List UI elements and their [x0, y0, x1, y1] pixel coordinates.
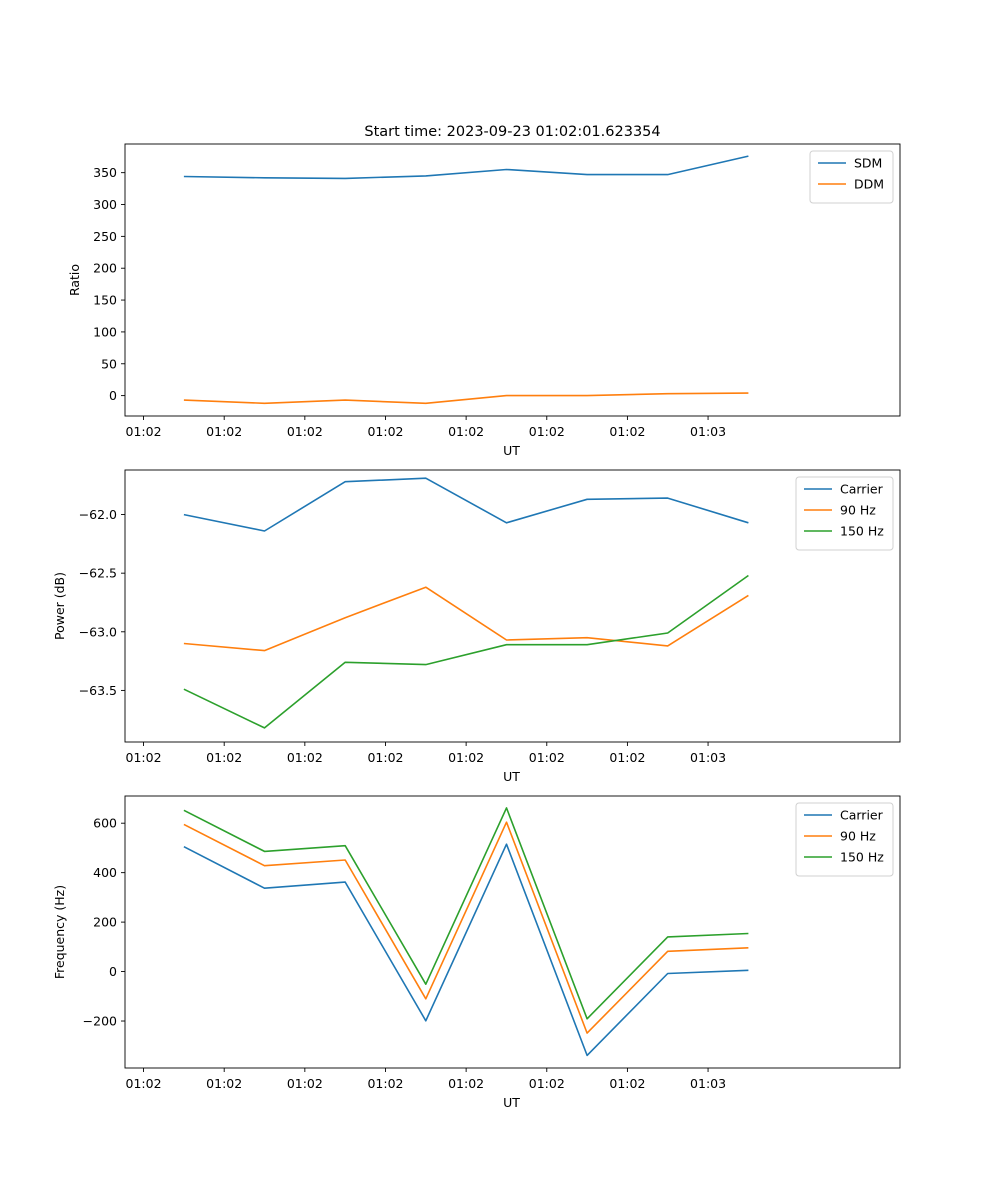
series-line-90-hz — [183, 821, 749, 1034]
x-tick-label: 01:02 — [367, 750, 403, 765]
x-tick-label: 01:03 — [690, 750, 726, 765]
legend-label: 150 Hz — [840, 524, 884, 539]
y-axis-label: Power (dB) — [52, 572, 67, 640]
y-tick-label: 400 — [93, 865, 117, 880]
y-tick-label: 50 — [101, 356, 117, 371]
x-tick-label: 01:02 — [206, 1076, 242, 1091]
x-tick-label: 01:02 — [609, 424, 645, 439]
x-axis-label: UT — [503, 1095, 520, 1110]
x-tick-label: 01:02 — [367, 1076, 403, 1091]
x-tick-label: 01:02 — [206, 750, 242, 765]
figure-title: Start time: 2023-09-23 01:02:01.623354 — [364, 124, 660, 140]
legend-label: Carrier — [840, 808, 884, 823]
y-tick-label: −63.5 — [79, 683, 117, 698]
series-line-150-hz — [183, 574, 749, 729]
series-line-carrier — [183, 477, 749, 532]
series-line-150-hz — [183, 807, 749, 1020]
x-tick-label: 01:02 — [448, 424, 484, 439]
chart-1: 01:02 01:02 01:02 01:02 01:02 01:02 01:02 01:03… — [67, 143, 901, 458]
y-tick-label: 250 — [93, 229, 117, 244]
series-line-carrier — [183, 843, 749, 1057]
legend-label: DDM — [854, 177, 884, 192]
y-tick-label: 150 — [93, 293, 117, 308]
series-line-90-hz — [183, 586, 749, 652]
axes-frame — [124, 143, 901, 417]
y-tick-label: 100 — [93, 324, 117, 339]
x-axis-label: UT — [503, 769, 520, 784]
y-tick-label: 600 — [93, 816, 117, 831]
y-tick-label: −200 — [83, 1014, 117, 1029]
x-tick-label: 01:02 — [126, 424, 162, 439]
x-tick-label: 01:02 — [367, 424, 403, 439]
legend-label: Carrier — [840, 482, 884, 497]
x-axis-label: UT — [503, 443, 520, 458]
x-tick-label: 01:02 — [529, 750, 565, 765]
y-tick-label: −63.0 — [79, 624, 117, 639]
y-tick-label: 350 — [93, 165, 117, 180]
x-tick-label: 01:03 — [690, 1076, 726, 1091]
x-tick-label: 01:02 — [529, 1076, 565, 1091]
y-axis-label: Frequency (Hz) — [52, 885, 67, 979]
x-tick-label: 01:02 — [287, 750, 323, 765]
chart-3: 01:02 01:02 01:02 01:02 01:02 01:02 01:02 01:03… — [52, 795, 901, 1110]
series-line-sdm — [183, 155, 749, 180]
y-tick-label: −62.0 — [79, 507, 117, 522]
series-line-ddm — [183, 392, 749, 405]
legend-label: SDM — [854, 156, 882, 171]
x-tick-label: 01:02 — [609, 750, 645, 765]
x-tick-label: 01:02 — [126, 750, 162, 765]
x-tick-label: 01:02 — [448, 1076, 484, 1091]
y-tick-label: 200 — [93, 261, 117, 276]
y-axis-label: Ratio — [67, 264, 82, 296]
x-tick-label: 01:02 — [206, 424, 242, 439]
legend-label: 90 Hz — [840, 829, 876, 844]
x-tick-label: 01:02 — [529, 424, 565, 439]
legend-label: 150 Hz — [840, 850, 884, 865]
y-tick-label: −62.5 — [79, 566, 117, 581]
x-tick-label: 01:02 — [609, 1076, 645, 1091]
axes-frame — [124, 469, 901, 743]
chart-2: 01:02 01:02 01:02 01:02 01:02 01:02 01:02 01:03… — [52, 469, 901, 784]
x-tick-label: 01:03 — [690, 424, 726, 439]
x-tick-label: 01:02 — [126, 1076, 162, 1091]
x-tick-label: 01:02 — [448, 750, 484, 765]
y-tick-label: 0 — [109, 388, 117, 403]
y-tick-label: 300 — [93, 197, 117, 212]
legend-box — [809, 150, 894, 204]
y-tick-label: 0 — [109, 964, 117, 979]
x-tick-label: 01:02 — [287, 424, 323, 439]
axes-frame — [124, 795, 901, 1069]
x-tick-label: 01:02 — [287, 1076, 323, 1091]
legend-label: 90 Hz — [840, 503, 876, 518]
y-tick-label: 200 — [93, 915, 117, 930]
